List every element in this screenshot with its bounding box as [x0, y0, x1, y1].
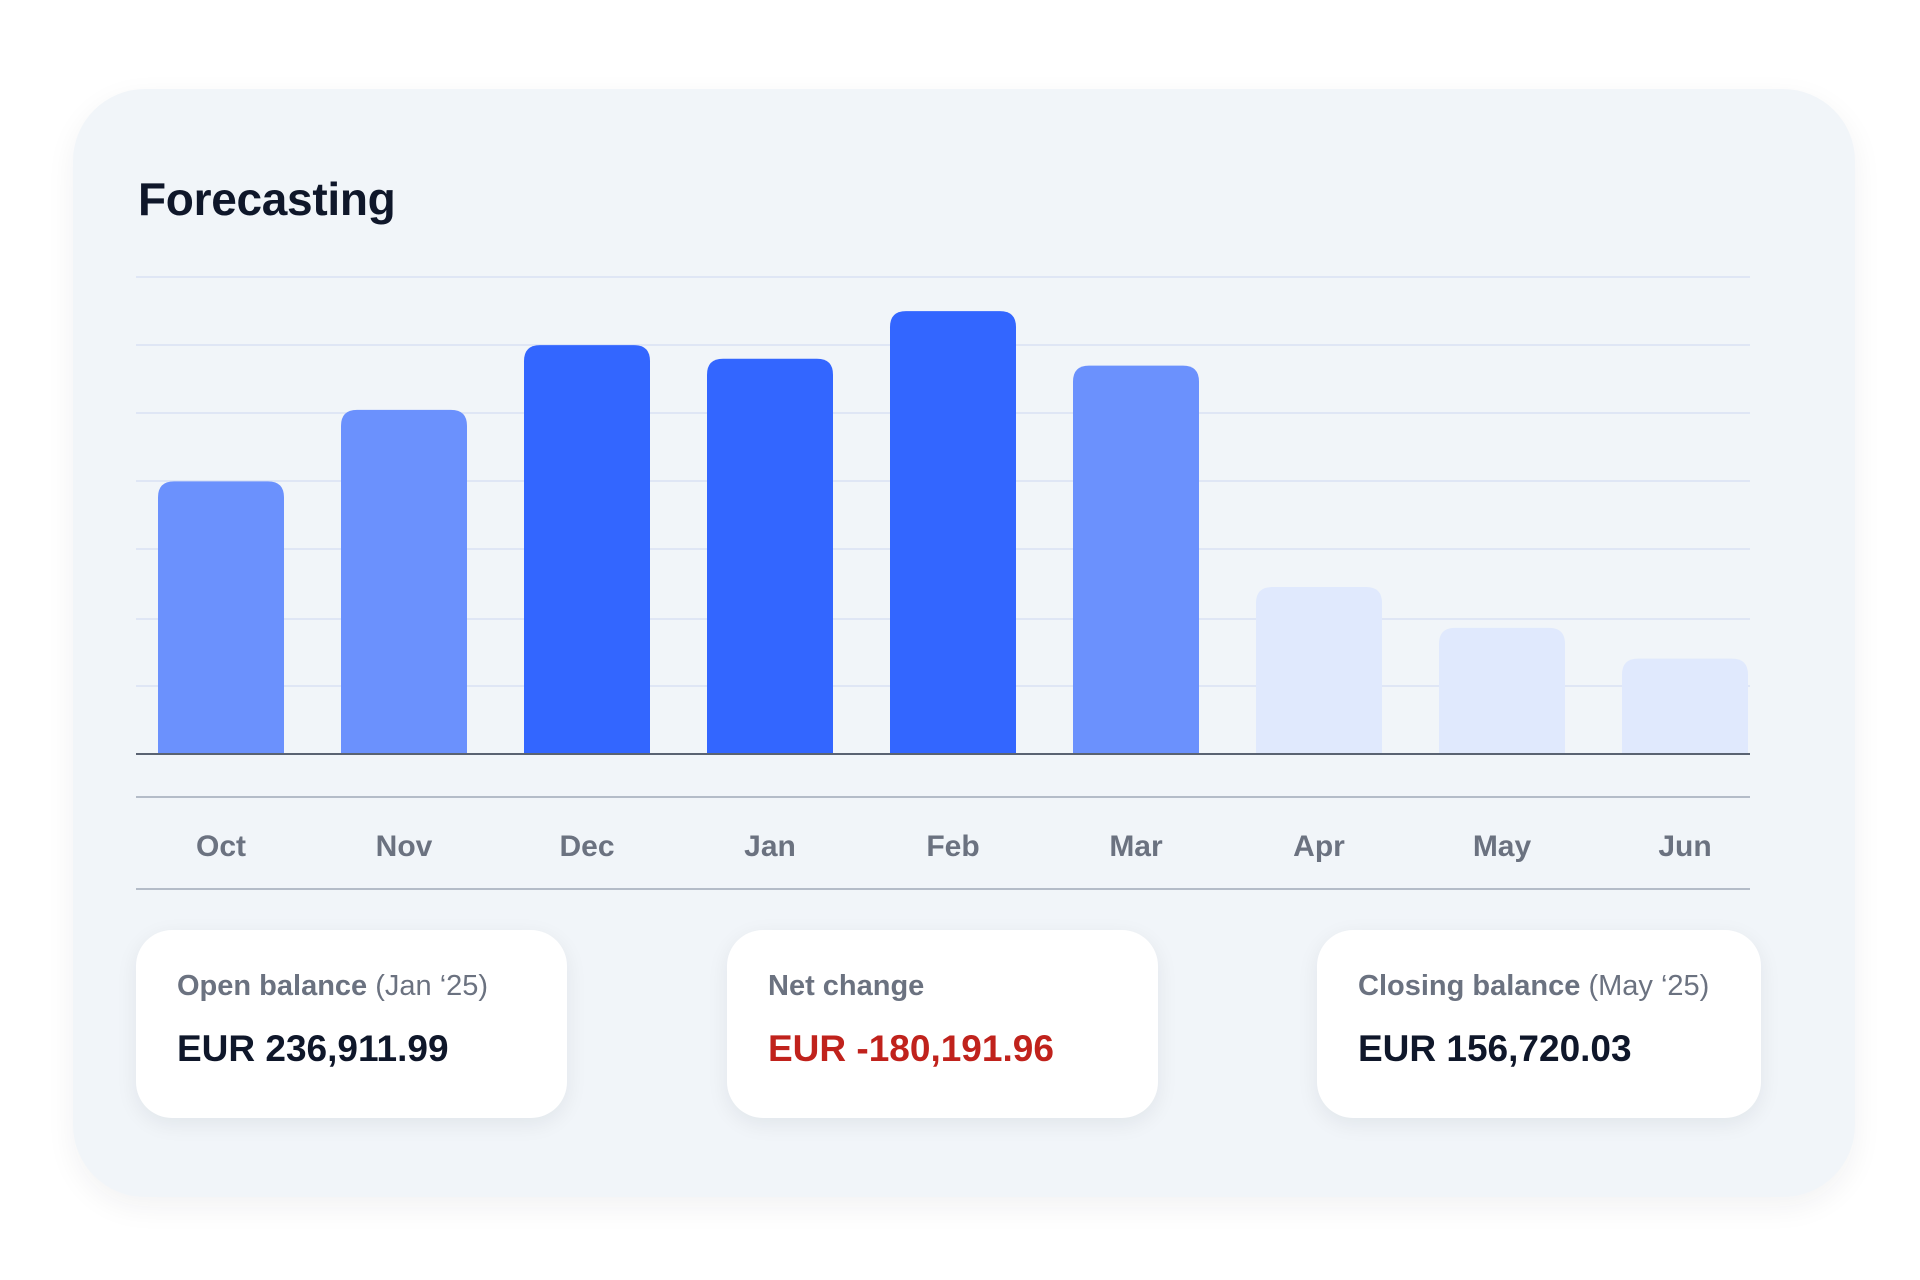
x-tick-label-dec: Dec	[559, 830, 615, 863]
net-change-label: Net change	[768, 970, 924, 1003]
bar-apr	[1256, 587, 1382, 754]
open-balance-label: Open balance (Jan ‘25)	[177, 970, 488, 1003]
bar-chart	[136, 276, 1750, 755]
bar-jun	[1622, 658, 1748, 754]
net-change-card: Net change EUR -180,191.96	[727, 930, 1158, 1118]
bar-feb	[890, 311, 1016, 754]
x-axis-band: Oct Nov Dec Jan Feb Mar Apr May Jun	[136, 796, 1750, 890]
closing-balance-period: (May ‘25)	[1588, 970, 1710, 1002]
x-tick-label-jan: Jan	[744, 830, 796, 863]
closing-balance-value: EUR 156,720.03	[1358, 1028, 1632, 1069]
open-balance-period: (Jan ‘25)	[375, 970, 489, 1002]
x-tick-label-jun: Jun	[1658, 830, 1712, 863]
open-balance-title: Open balance	[177, 970, 368, 1002]
x-tick-label-mar: Mar	[1109, 830, 1163, 863]
x-tick-label-may: May	[1472, 830, 1532, 863]
bar-oct	[158, 481, 284, 754]
open-balance-card: Open balance (Jan ‘25) EUR 236,911.99	[136, 930, 567, 1118]
x-tick-label-apr: Apr	[1293, 830, 1345, 863]
bar-may	[1439, 627, 1565, 754]
closing-balance-label: Closing balance (May ‘25)	[1358, 970, 1709, 1003]
x-tick-label-feb: Feb	[926, 830, 980, 863]
closing-balance-card: Closing balance (May ‘25) EUR 156,720.03	[1317, 930, 1761, 1118]
bar-jan	[707, 358, 833, 754]
bar-dec	[524, 345, 650, 754]
closing-balance-title: Closing balance	[1358, 970, 1581, 1002]
x-tick-label-nov: Nov	[375, 830, 433, 863]
bar-nov	[341, 409, 467, 754]
net-change-value: EUR -180,191.96	[768, 1028, 1054, 1069]
chart-title: Forecasting	[138, 173, 396, 225]
bars	[158, 311, 1748, 754]
net-change-title: Net change	[768, 970, 925, 1002]
x-tick-label-oct: Oct	[195, 830, 246, 863]
bar-mar	[1073, 365, 1199, 754]
open-balance-value: EUR 236,911.99	[177, 1028, 449, 1069]
